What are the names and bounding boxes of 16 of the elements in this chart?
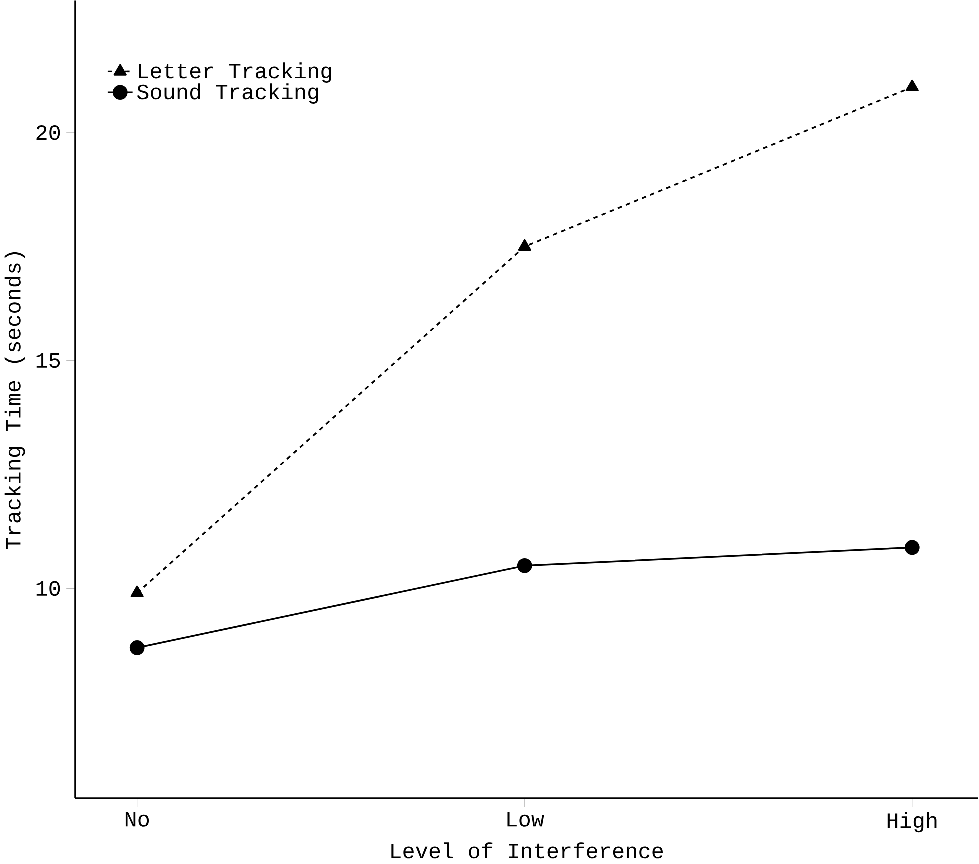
x-tick-label: No (126, 812, 150, 828)
y-axis-title: Tracking Time (seconds) (4, 252, 26, 550)
point (904, 540, 920, 556)
point (906, 80, 919, 92)
legend-label: Sound Tracking (137, 84, 318, 104)
point (518, 240, 532, 252)
x-axis-title: Level of Interference (392, 842, 663, 859)
x-tick-label: High (888, 812, 937, 833)
x-tick-label: Low (508, 812, 544, 828)
point (130, 640, 145, 656)
point (130, 586, 144, 598)
y-tick-label: 15 (36, 354, 60, 368)
legend-label: Letter Tracking (139, 62, 332, 84)
y-tick-label: 10 (36, 582, 60, 596)
y-tick-label: 20 (36, 126, 60, 141)
point (517, 558, 532, 574)
